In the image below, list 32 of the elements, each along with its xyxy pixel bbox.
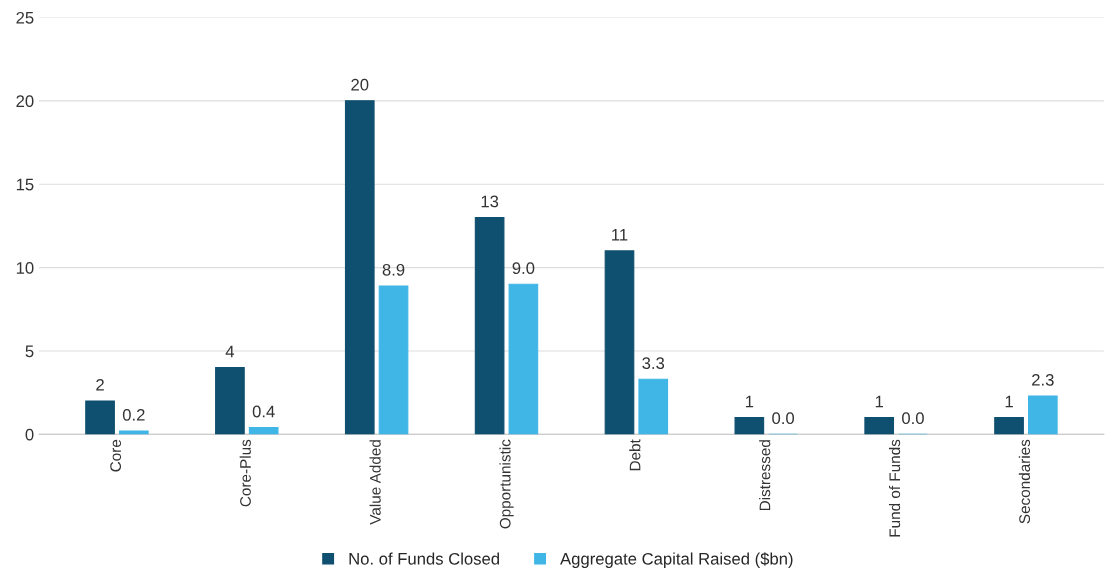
x-tick-label: Core-Plus [239,439,251,507]
y-tick-label: 10 [16,262,34,274]
x-tick-label: Value Added [369,440,381,525]
data-label: 11 [612,229,628,241]
data-label: 2.3 [1032,373,1054,386]
y-tick-label: 25 [16,11,34,24]
data-label: 0.0 [902,412,924,425]
y-tick-label: 5 [25,345,34,358]
x-tick-label: Opportunistic [499,439,514,529]
data-label: 9.0 [512,262,535,275]
legend-label: Aggregate Capital Raised ($bn) [560,552,793,568]
data-label: 0.0 [772,412,795,425]
data-label: 1 [1005,395,1013,408]
data-label: 3.3 [642,357,665,370]
data-label: 1 [745,395,754,408]
data-label: 20 [351,78,369,91]
data-label: 4 [225,345,235,358]
data-label: 2 [96,378,104,391]
x-tick-label: Debt [629,439,641,471]
data-label: 1 [875,395,884,408]
data-label: 8.9 [382,263,405,276]
x-tick-label: Secondaries [1018,439,1031,524]
x-tick-label: Distressed [759,440,771,511]
data-label: 13 [481,195,499,208]
legend-label: No. of Funds Closed [349,552,499,565]
y-tick-label: 20 [16,95,34,108]
x-tick-label: Fund of Funds [888,439,901,537]
data-label: 0.2 [122,408,145,421]
y-tick-label: 15 [16,178,34,191]
x-tick-label: Core [110,439,122,472]
data-label: 0.4 [252,405,275,418]
y-tick-label: 0 [25,428,34,441]
